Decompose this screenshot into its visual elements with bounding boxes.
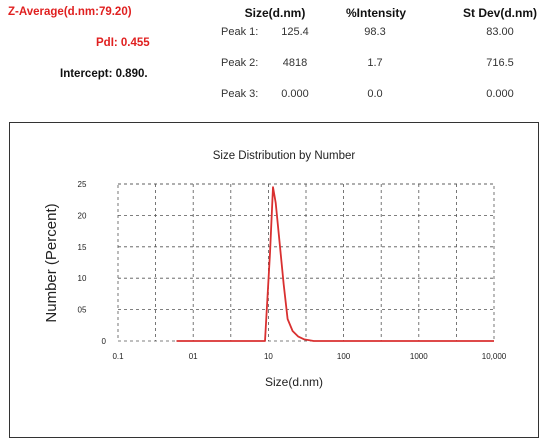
pdi-label: PdI: 0.455: [96, 37, 150, 49]
cell-size: 4818: [282, 57, 308, 69]
cell-stdev: 716.5: [486, 57, 514, 69]
cell-stdev: 83.00: [486, 26, 514, 38]
x-tick-label: 10,000: [482, 352, 507, 361]
row-label-peak-3: Peak 3:: [221, 88, 259, 100]
cell-size: 125.4: [281, 26, 309, 38]
x-axis-title: Size(d.nm): [265, 375, 323, 389]
cell-stdev: 0.000: [486, 88, 514, 100]
plot-area-border: [117, 183, 495, 342]
y-tick-label: 20: [78, 211, 87, 220]
x-tick-label: 10: [264, 352, 273, 361]
column-header-size: Size(d.nm): [244, 6, 306, 20]
column-header-stdev: St Dev(d.nm): [462, 6, 537, 20]
chart-title: Size Distribution by Number: [213, 150, 356, 162]
series-line: [176, 186, 494, 342]
cell-intensity: 98.3: [364, 26, 386, 38]
column-header-intensity: %Intensity: [345, 6, 406, 20]
y-tick-label: 10: [78, 274, 87, 283]
x-tick-label: 0.1: [112, 352, 124, 361]
row-label-peak-1: Peak 1:: [221, 26, 259, 38]
chart-panel: Size Distribution by Number Number (Perce…: [9, 122, 539, 438]
x-tick-label: 01: [189, 352, 198, 361]
y-tick-label: 25: [78, 180, 87, 189]
cell-size: 0.000: [281, 88, 309, 100]
intercept-label: Intercept: 0.890.: [60, 68, 148, 80]
z-average-label: Z-Average(d.nm:79.20): [8, 6, 132, 18]
y-tick-label: 15: [78, 243, 87, 252]
cell-intensity: 1.7: [367, 57, 383, 69]
y-tick-label: 0: [102, 337, 107, 346]
y-tick-label: 05: [78, 306, 87, 315]
size-distribution-chart: Size Distribution by Number Number (Perce…: [43, 150, 507, 389]
y-axis-title: Number (Percent): [43, 203, 60, 322]
x-tick-label: 1000: [410, 352, 428, 361]
row-label-peak-2: Peak 2:: [221, 57, 259, 69]
cell-intensity: 0.0: [367, 88, 383, 100]
x-tick-label: 100: [337, 352, 351, 361]
